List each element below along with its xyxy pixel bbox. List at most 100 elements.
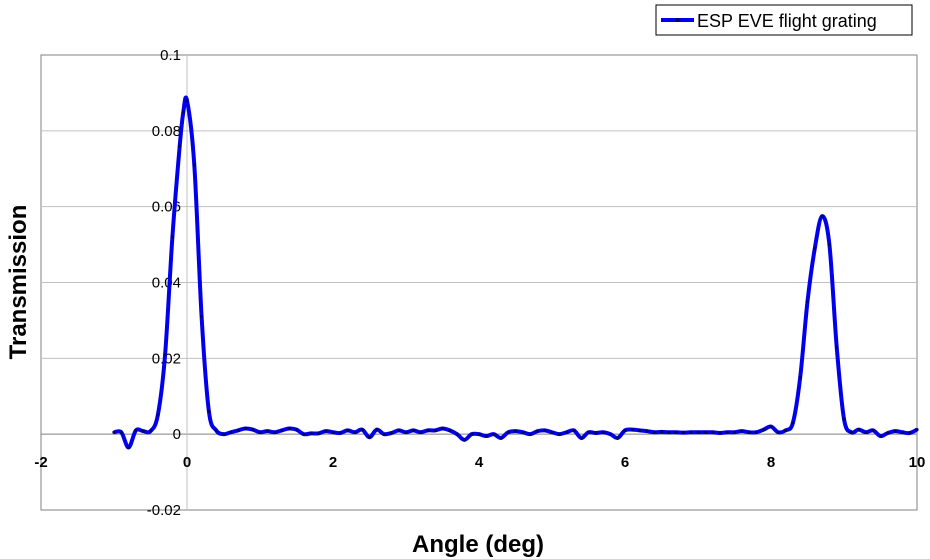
data-point: [528, 432, 532, 436]
data-point: [871, 428, 875, 432]
data-point: [382, 432, 386, 436]
data-point: [200, 315, 204, 319]
data-point: [265, 429, 269, 433]
data-point: [608, 432, 613, 436]
data-point: [623, 428, 627, 432]
data-point: [893, 429, 897, 433]
data-point: [689, 430, 693, 434]
data-point: [375, 428, 379, 432]
data-point: [645, 429, 649, 433]
data-point: [163, 352, 167, 357]
data-point: [214, 428, 218, 432]
data-point: [273, 430, 277, 434]
x-tick-label: -2: [34, 454, 47, 471]
data-point: [754, 430, 759, 434]
legend: ESP EVE flight grating: [655, 4, 913, 36]
data-point: [805, 299, 810, 304]
data-point: [718, 431, 722, 435]
data-point: [258, 430, 262, 434]
data-point: [915, 428, 919, 432]
data-point: [324, 429, 328, 433]
data-point: [638, 428, 642, 432]
data-point: [842, 417, 846, 421]
data-point: [900, 430, 905, 434]
data-point: [462, 438, 466, 442]
data-point: [221, 432, 226, 436]
data-point: [908, 431, 912, 435]
data-point: [148, 429, 153, 433]
data-point: [302, 432, 306, 436]
data-point: [565, 430, 569, 434]
data-point: [440, 426, 445, 431]
data-point: [243, 426, 247, 431]
data-point: [681, 431, 686, 435]
y-axis-title: Transmission: [5, 205, 32, 360]
data-point: [331, 430, 335, 434]
data-point: [236, 428, 240, 432]
x-tick-label: 8: [767, 454, 775, 471]
data-point: [674, 430, 678, 434]
data-point: [878, 434, 883, 438]
data-point: [791, 421, 795, 425]
data-point: [229, 430, 233, 434]
legend-box: [655, 4, 913, 36]
data-point: [732, 430, 737, 434]
data-point: [725, 430, 729, 434]
data-point: [484, 434, 488, 438]
data-point: [630, 428, 634, 432]
data-point: [338, 431, 342, 435]
data-point: [448, 428, 452, 432]
data-point: [251, 428, 255, 432]
data-point: [857, 428, 861, 432]
data-point: [740, 429, 744, 433]
data-point: [353, 430, 357, 434]
x-axis-title: Angle (deg): [412, 531, 544, 558]
data-point: [616, 436, 620, 440]
y-tick-label: 0.04: [152, 275, 181, 292]
x-tick-label: 10: [909, 454, 926, 471]
data-point: [886, 431, 890, 435]
data-point: [309, 431, 313, 436]
data-point: [586, 430, 591, 434]
data-point: [316, 431, 320, 436]
data-point: [287, 426, 291, 431]
y-tick-label: 0: [173, 426, 181, 443]
data-point: [119, 430, 123, 434]
legend-label: ESP EVE flight grating: [697, 11, 877, 31]
data-point: [506, 430, 510, 434]
data-point: [419, 430, 423, 434]
data-point: [185, 98, 189, 103]
data-point: [747, 430, 751, 434]
data-point: [696, 430, 700, 434]
data-point: [156, 413, 160, 417]
data-point: [492, 432, 496, 436]
data-point: [397, 428, 401, 432]
data-point: [667, 430, 671, 434]
data-point: [470, 432, 474, 436]
data-point: [864, 430, 868, 434]
series-layer: [112, 95, 919, 450]
x-tick-label: 0: [183, 454, 191, 471]
data-point: [827, 242, 832, 247]
data-point: [820, 214, 824, 218]
data-point: [579, 436, 583, 440]
data-point: [178, 144, 182, 148]
data-point: [367, 435, 372, 439]
data-point: [769, 424, 773, 429]
data-point: [404, 430, 408, 434]
y-tick-label: -0.02: [147, 502, 181, 519]
data-point: [535, 429, 540, 433]
data-point: [521, 430, 525, 434]
x-tick-label: 4: [475, 454, 484, 471]
y-tick-label: 0.1: [160, 47, 181, 64]
data-point: [170, 235, 174, 239]
data-point: [389, 431, 393, 435]
data-point: [346, 428, 350, 432]
legend-swatch-marker: [675, 18, 680, 22]
data-point: [127, 445, 131, 450]
data-point: [141, 429, 145, 433]
data-point: [652, 430, 656, 434]
data-point: [280, 428, 284, 432]
data-point: [543, 428, 547, 432]
